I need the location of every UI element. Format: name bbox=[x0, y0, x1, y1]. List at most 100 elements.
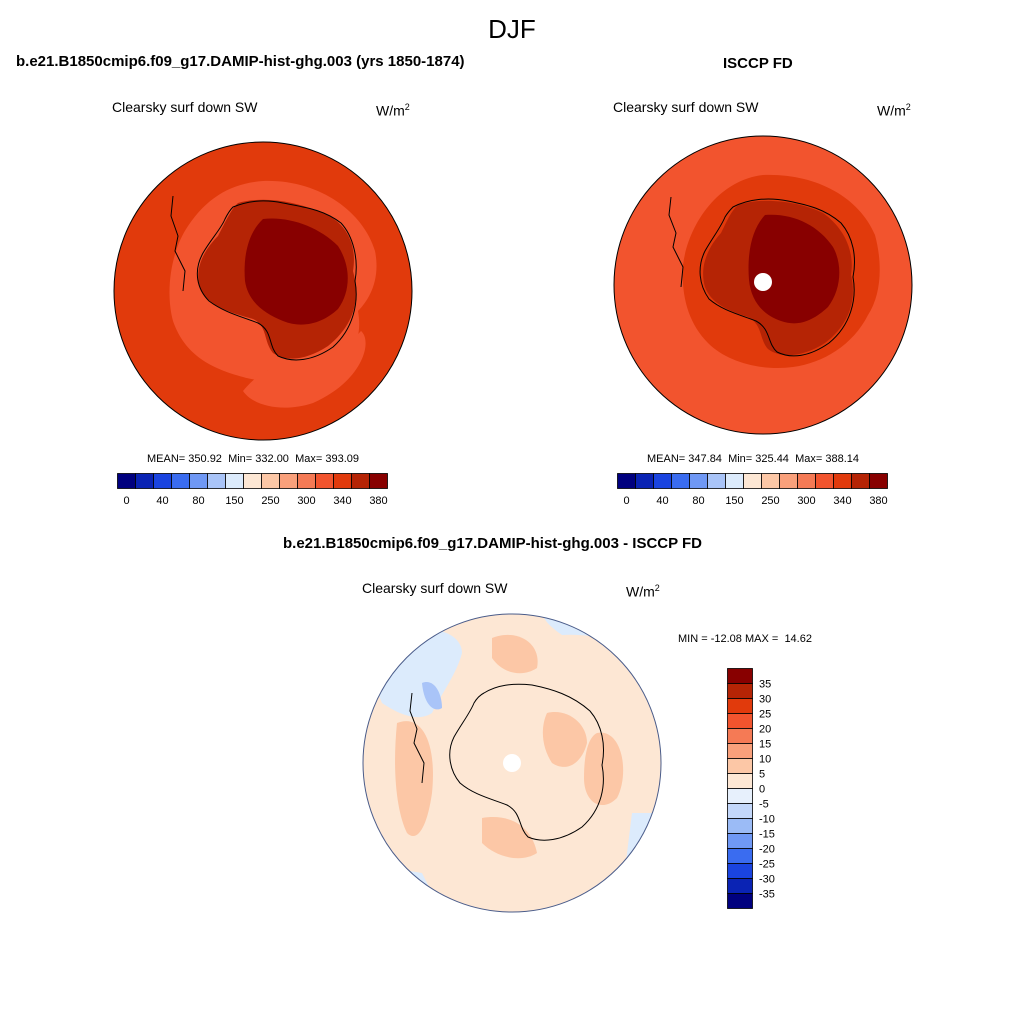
colorbar-swatch bbox=[315, 473, 334, 489]
panel-2-title: ISCCP FD bbox=[723, 55, 793, 72]
panel-3-title: b.e21.B1850cmip6.f09_g17.DAMIP-hist-ghg.… bbox=[283, 535, 703, 552]
panel-3-stats: MIN = -12.08 MAX = 14.62 bbox=[678, 633, 812, 645]
colorbar-swatch bbox=[727, 698, 753, 714]
colorbar-tick-label: 250 bbox=[761, 495, 779, 507]
panel-3-neg-region-deep bbox=[422, 682, 442, 710]
colorbar-tick-label: 25 bbox=[759, 709, 771, 721]
colorbar-tick-label: 300 bbox=[297, 495, 315, 507]
colorbar-tick-label: 380 bbox=[369, 495, 387, 507]
colorbar-swatch bbox=[727, 788, 753, 804]
colorbar-swatch bbox=[617, 473, 636, 489]
panel-1-title: b.e21.B1850cmip6.f09_g17.DAMIP-hist-ghg.… bbox=[16, 53, 465, 70]
colorbar-swatch bbox=[153, 473, 172, 489]
colorbar-tick-label: 35 bbox=[759, 679, 771, 691]
colorbar-swatch bbox=[833, 473, 852, 489]
colorbar-swatch bbox=[279, 473, 298, 489]
colorbar-swatch bbox=[671, 473, 690, 489]
panel-1-lower-band bbox=[243, 331, 366, 408]
colorbar-tick-label: 0 bbox=[123, 495, 129, 507]
colorbar-swatch bbox=[225, 473, 244, 489]
panel-3-pos-region-south bbox=[482, 817, 537, 859]
colorbar-tick-label: 20 bbox=[759, 724, 771, 736]
colorbar-tick-label: -20 bbox=[759, 844, 775, 856]
panel-3-pos-region-east bbox=[584, 732, 624, 806]
colorbar-swatch bbox=[189, 473, 208, 489]
colorbar-swatch bbox=[207, 473, 226, 489]
colorbar-swatch bbox=[243, 473, 262, 489]
panel-3-pos-region-west bbox=[395, 721, 433, 837]
colorbar-swatch bbox=[135, 473, 154, 489]
colorbar-swatch bbox=[351, 473, 370, 489]
colorbar-tick-label: 250 bbox=[261, 495, 279, 507]
colorbar-swatch bbox=[117, 473, 136, 489]
colorbar-swatch bbox=[727, 758, 753, 774]
colorbar-tick-label: -30 bbox=[759, 874, 775, 886]
panel-1-colorbar: 0 40 80 150 250 300 340 380 bbox=[117, 473, 388, 507]
colorbar-tick-label: -35 bbox=[759, 889, 775, 901]
colorbar-tick-label: 10 bbox=[759, 754, 771, 766]
panel-3-colorbar: 35 30 25 20 15 10 5 0 -5 -10 -15 -20 -25 -30 -35 bbox=[727, 668, 775, 909]
colorbar-tick-label: -25 bbox=[759, 859, 775, 871]
colorbar-swatch bbox=[727, 818, 753, 834]
colorbar-tick-label: 340 bbox=[333, 495, 351, 507]
panel-3-variable-label: Clearsky surf down SW bbox=[362, 580, 508, 596]
colorbar-swatch bbox=[727, 893, 753, 909]
colorbar-swatch bbox=[707, 473, 726, 489]
colorbar-swatch bbox=[851, 473, 870, 489]
panel-2-colorbar: 0 40 80 150 250 300 340 380 bbox=[617, 473, 888, 507]
colorbar-swatch bbox=[689, 473, 708, 489]
colorbar-swatch bbox=[727, 668, 753, 684]
panel-2-plateau-fill bbox=[748, 214, 840, 324]
panel-1-variable-label: Clearsky surf down SW bbox=[112, 99, 258, 115]
panel-3-pos-region-interior bbox=[542, 712, 587, 767]
colorbar-tick-label: 380 bbox=[869, 495, 887, 507]
colorbar-tick-label: 0 bbox=[759, 784, 765, 796]
colorbar-tick-label: 80 bbox=[692, 495, 704, 507]
colorbar-swatch bbox=[727, 878, 753, 894]
colorbar-swatch bbox=[727, 803, 753, 819]
colorbar-tick-label: -10 bbox=[759, 814, 775, 826]
colorbar-swatch bbox=[727, 713, 753, 729]
panel-3-coastline bbox=[409, 683, 604, 841]
colorbar-swatch bbox=[635, 473, 654, 489]
panel-1-stats: MEAN= 350.92 Min= 332.00 Max= 393.09 bbox=[147, 453, 359, 465]
panel-1-polar-map bbox=[113, 141, 413, 441]
colorbar-swatch bbox=[297, 473, 316, 489]
colorbar-tick-label: 15 bbox=[759, 739, 771, 751]
panel-2-missing-pole bbox=[754, 273, 772, 291]
panel-2-units: W/m2 bbox=[877, 102, 911, 119]
colorbar-swatch bbox=[727, 773, 753, 789]
panel-2-variable-label: Clearsky surf down SW bbox=[613, 99, 759, 115]
colorbar-tick-label: 150 bbox=[225, 495, 243, 507]
colorbar-tick-label: 150 bbox=[725, 495, 743, 507]
colorbar-tick-label: 340 bbox=[833, 495, 851, 507]
colorbar-tick-label: 40 bbox=[156, 495, 168, 507]
colorbar-swatch bbox=[727, 743, 753, 759]
colorbar-tick-label: 300 bbox=[797, 495, 815, 507]
colorbar-swatch bbox=[171, 473, 190, 489]
colorbar-tick-label: 40 bbox=[656, 495, 668, 507]
panel-3-polar-map bbox=[362, 613, 662, 913]
colorbar-tick-label: 5 bbox=[759, 769, 765, 781]
colorbar-swatch bbox=[727, 863, 753, 879]
colorbar-tick-label: -15 bbox=[759, 829, 775, 841]
panel-3-pos-region-north bbox=[492, 634, 538, 674]
colorbar-swatch bbox=[779, 473, 798, 489]
panel-2-coastline bbox=[668, 196, 855, 357]
season-title: DJF bbox=[488, 14, 536, 44]
colorbar-swatch bbox=[727, 683, 753, 699]
panel-1-units: W/m2 bbox=[376, 102, 410, 119]
colorbar-swatch bbox=[653, 473, 672, 489]
panel-1-plateau-fill bbox=[244, 218, 348, 325]
panel-2-stats: MEAN= 347.84 Min= 325.44 Max= 388.14 bbox=[647, 453, 859, 465]
panel-2-polar-map bbox=[613, 135, 913, 435]
colorbar-tick-label: -5 bbox=[759, 799, 769, 811]
colorbar-swatch bbox=[815, 473, 834, 489]
panel-3-units: W/m2 bbox=[626, 583, 660, 600]
colorbar-swatch bbox=[727, 833, 753, 849]
colorbar-swatch bbox=[333, 473, 352, 489]
colorbar-swatch bbox=[727, 728, 753, 744]
colorbar-swatch bbox=[797, 473, 816, 489]
colorbar-swatch bbox=[261, 473, 280, 489]
colorbar-swatch bbox=[725, 473, 744, 489]
